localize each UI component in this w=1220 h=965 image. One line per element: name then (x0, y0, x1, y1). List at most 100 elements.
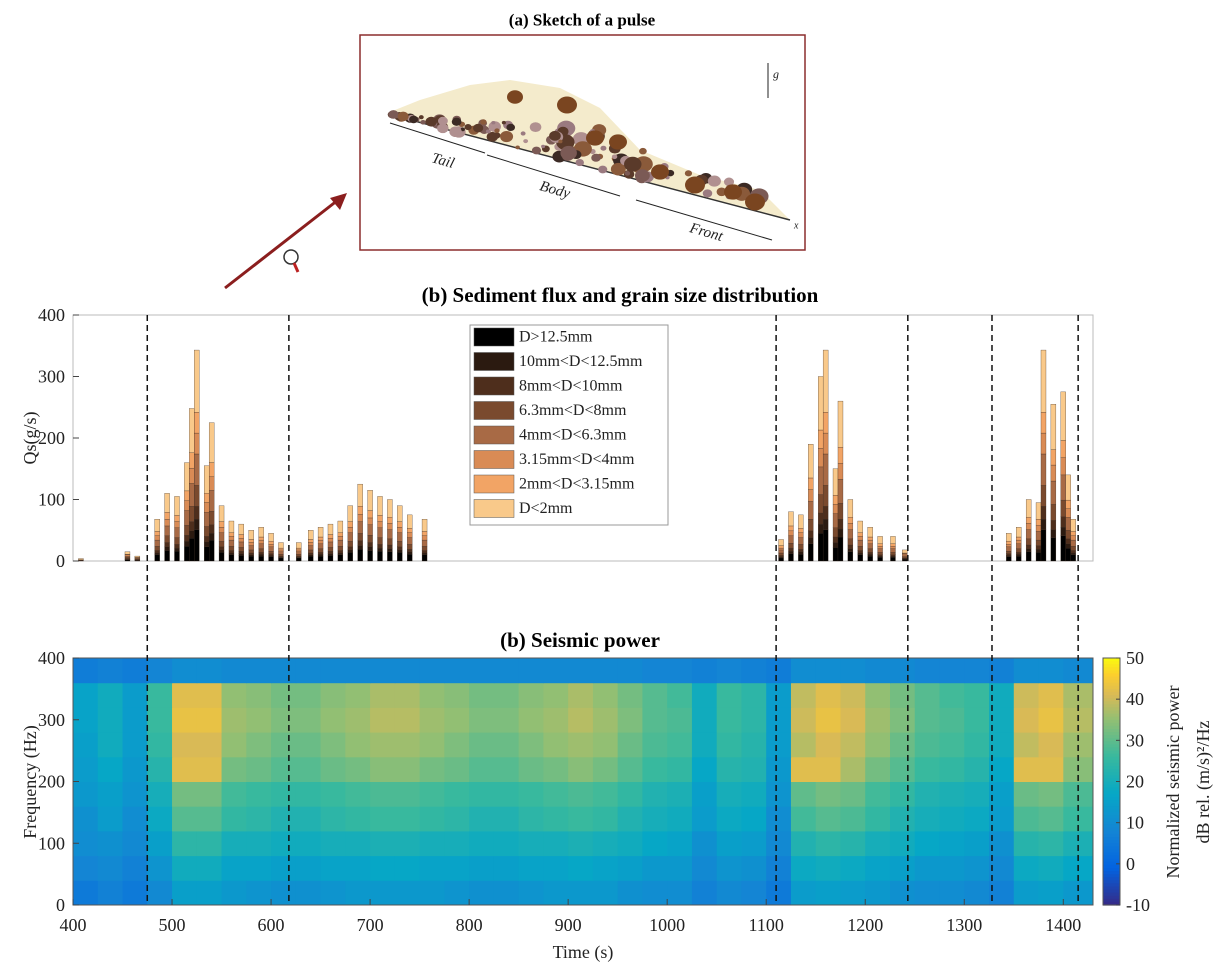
heatmap-cell (493, 880, 520, 906)
bar-segment (890, 548, 896, 553)
bar-segment (1065, 530, 1071, 540)
bar-segment (798, 528, 804, 533)
bar-segment (248, 530, 254, 540)
heatmap-cell (221, 682, 247, 708)
bar-segment (387, 517, 393, 524)
heatmap-cell (691, 781, 718, 807)
heatmap-cell (444, 855, 470, 881)
heatmap-cell (1013, 682, 1040, 708)
bar-segment (278, 547, 284, 551)
bar-segment (357, 533, 363, 541)
heatmap-cell (394, 658, 421, 684)
heatmap-cell (741, 781, 767, 807)
bar-segment (204, 546, 210, 562)
bar-segment (154, 550, 160, 554)
heatmap-cell (493, 658, 520, 684)
grain (610, 162, 626, 176)
heatmap-cell (766, 756, 792, 782)
heatmap-cell (1038, 781, 1064, 807)
heatmap-cell (1038, 707, 1064, 733)
bar-segment (832, 527, 839, 538)
heatmap-cell (1038, 756, 1064, 782)
heatmap-cell (964, 781, 990, 807)
heatmap-cell (741, 658, 767, 684)
y-tick-label: 400 (38, 305, 65, 325)
heatmap-cell (419, 707, 445, 733)
heatmap-cell (914, 781, 941, 807)
legend-swatch (473, 474, 515, 494)
bar-segment (218, 532, 225, 542)
bar-segment (421, 552, 428, 556)
heatmap-cell (964, 732, 990, 758)
bar-segment (818, 376, 824, 431)
colorbar-step (1103, 867, 1120, 872)
bar-segment (1006, 555, 1012, 557)
heatmap-cell (221, 756, 247, 782)
colorbar-step (1103, 784, 1120, 789)
heatmap-cell (246, 732, 272, 758)
bar-segment (189, 506, 195, 522)
grain (491, 120, 496, 125)
bar-segment (1060, 457, 1066, 476)
heatmap-cell (122, 806, 148, 832)
colorbar-step (1103, 796, 1120, 801)
bar-segment (788, 525, 794, 532)
heatmap-cell (592, 855, 619, 881)
bar-segment (867, 548, 873, 553)
bar-segment (337, 552, 344, 556)
grain (409, 115, 419, 124)
y-tick-label: 300 (38, 367, 65, 387)
heatmap-cell (642, 806, 668, 832)
heatmap-cell (271, 658, 297, 684)
colorbar-step (1103, 682, 1120, 687)
colorbar-step (1103, 800, 1120, 804)
heatmap-cell (295, 682, 322, 708)
heatmap-cell (345, 732, 371, 758)
bar-segment (1025, 538, 1032, 546)
heatmap-cell (73, 682, 99, 708)
heatmap-cell (147, 880, 173, 906)
colorbar-step (1103, 670, 1120, 675)
bar-segment (164, 525, 170, 536)
heatmap-cell (939, 806, 965, 832)
magnifier-handle (292, 262, 300, 273)
bar-segment (1006, 546, 1012, 552)
heatmap-cell (617, 707, 643, 733)
bar-segment (154, 546, 160, 551)
heatmap-cell (122, 658, 148, 684)
heatmap-cell (97, 781, 124, 807)
heatmap-cell (964, 682, 990, 708)
colorbar-step (1103, 691, 1120, 696)
y-tick-label: 300 (38, 710, 65, 730)
bar-segment (357, 545, 363, 550)
heatmap-cell (345, 806, 371, 832)
heatmap-cell (172, 707, 198, 733)
bar-segment (327, 555, 334, 562)
heatmap-cell (295, 781, 322, 807)
heatmap-cell (246, 707, 272, 733)
bar-segment (387, 529, 393, 540)
heatmap-cell (716, 658, 742, 684)
heatmap-cell (840, 707, 866, 733)
legend-label: 6.3mm<D<8mm (519, 402, 627, 419)
bar-segment (194, 432, 200, 455)
bar-segment (317, 548, 324, 553)
heatmap-cell (642, 658, 668, 684)
heatmap-cell (914, 658, 941, 684)
colorbar-step (1103, 827, 1120, 832)
bar-segment (1050, 404, 1057, 450)
heatmap-cell (790, 855, 817, 881)
bar-segment (174, 551, 180, 562)
colorbar-step (1103, 676, 1120, 681)
bar-segment (124, 559, 131, 562)
heatmap-cell (617, 732, 643, 758)
bar-segment (407, 532, 413, 538)
bar-segment (1016, 543, 1022, 549)
grain (684, 170, 693, 177)
bar-segment (837, 519, 844, 530)
heatmap-cell (122, 880, 148, 906)
heatmap-cell (667, 806, 693, 832)
legend-swatch (473, 499, 515, 518)
colorbar-step (1103, 877, 1120, 881)
heatmap-cell (617, 880, 643, 906)
